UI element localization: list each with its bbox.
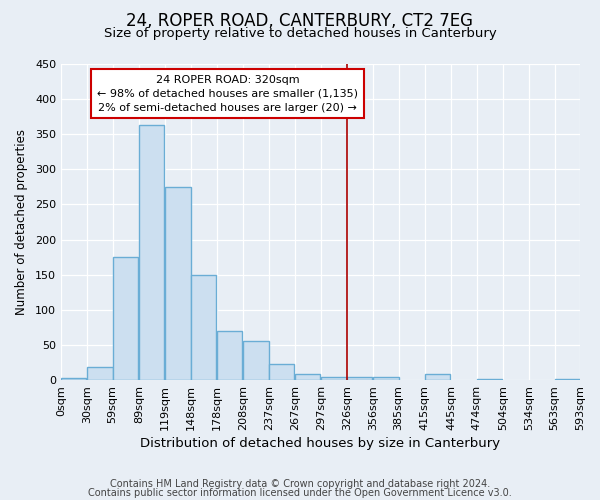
Bar: [295, 374, 320, 380]
Bar: [476, 378, 502, 380]
Bar: [139, 125, 164, 380]
Text: 24 ROPER ROAD: 320sqm
← 98% of detached houses are smaller (1,135)
2% of semi-de: 24 ROPER ROAD: 320sqm ← 98% of detached …: [97, 74, 358, 112]
Bar: [244, 342, 269, 380]
Text: 24, ROPER ROAD, CANTERBURY, CT2 7EG: 24, ROPER ROAD, CANTERBURY, CT2 7EG: [127, 12, 473, 30]
Bar: [554, 378, 580, 380]
X-axis label: Distribution of detached houses by size in Canterbury: Distribution of detached houses by size …: [140, 437, 500, 450]
Bar: [373, 376, 398, 380]
Bar: [191, 274, 216, 380]
Bar: [269, 364, 294, 380]
Bar: [165, 187, 191, 380]
Bar: [87, 368, 113, 380]
Y-axis label: Number of detached properties: Number of detached properties: [15, 129, 28, 315]
Bar: [217, 331, 242, 380]
Text: Size of property relative to detached houses in Canterbury: Size of property relative to detached ho…: [104, 28, 496, 40]
Bar: [347, 376, 372, 380]
Bar: [113, 257, 138, 380]
Text: Contains public sector information licensed under the Open Government Licence v3: Contains public sector information licen…: [88, 488, 512, 498]
Text: Contains HM Land Registry data © Crown copyright and database right 2024.: Contains HM Land Registry data © Crown c…: [110, 479, 490, 489]
Bar: [61, 378, 86, 380]
Bar: [322, 376, 347, 380]
Bar: [425, 374, 450, 380]
